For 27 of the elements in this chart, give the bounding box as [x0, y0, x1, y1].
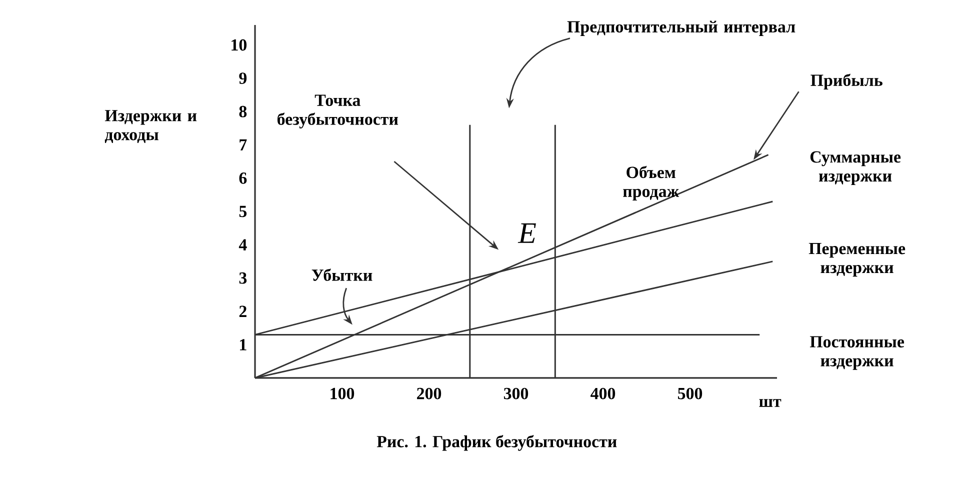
- annotation: Точка безубыточности: [277, 94, 398, 128]
- y-tick-label: 10: [232, 39, 247, 51]
- y-tick-label: 8: [239, 106, 247, 118]
- series-label: Объем продаж: [623, 166, 680, 200]
- y-tick-label: 2: [239, 306, 246, 317]
- x-tick-label: 500: [678, 388, 702, 400]
- x-tick-label: 400: [590, 388, 616, 400]
- text: Переменные издержки: [808, 242, 906, 277]
- x-tick-label: 300: [504, 388, 528, 400]
- text: Постоянные издержки: [810, 336, 904, 370]
- y-axis-title: Издержки и доходы: [104, 110, 197, 144]
- y-tick-label: 4: [238, 239, 247, 250]
- annotation: Прибыль: [810, 74, 882, 90]
- annotation: Предпочтительный интервал: [567, 20, 796, 36]
- y-tick-label: 6: [239, 172, 247, 184]
- x-axis-title: шт: [759, 399, 782, 407]
- y-tick-label: 5: [239, 206, 247, 218]
- x-tick-label: 100: [330, 388, 354, 400]
- x-tick-label: 200: [417, 388, 442, 400]
- y-tick-label: 9: [239, 72, 247, 84]
- y-tick-label: 7: [240, 139, 247, 150]
- y-tick-label: 3: [239, 272, 247, 284]
- text: Рис. 1. График безубыточности: [376, 435, 617, 451]
- annotation: E: [518, 223, 536, 243]
- y-tick-label: 1: [240, 339, 246, 350]
- annotation: Убытки: [312, 268, 372, 281]
- text: Суммарные издержки: [810, 151, 901, 186]
